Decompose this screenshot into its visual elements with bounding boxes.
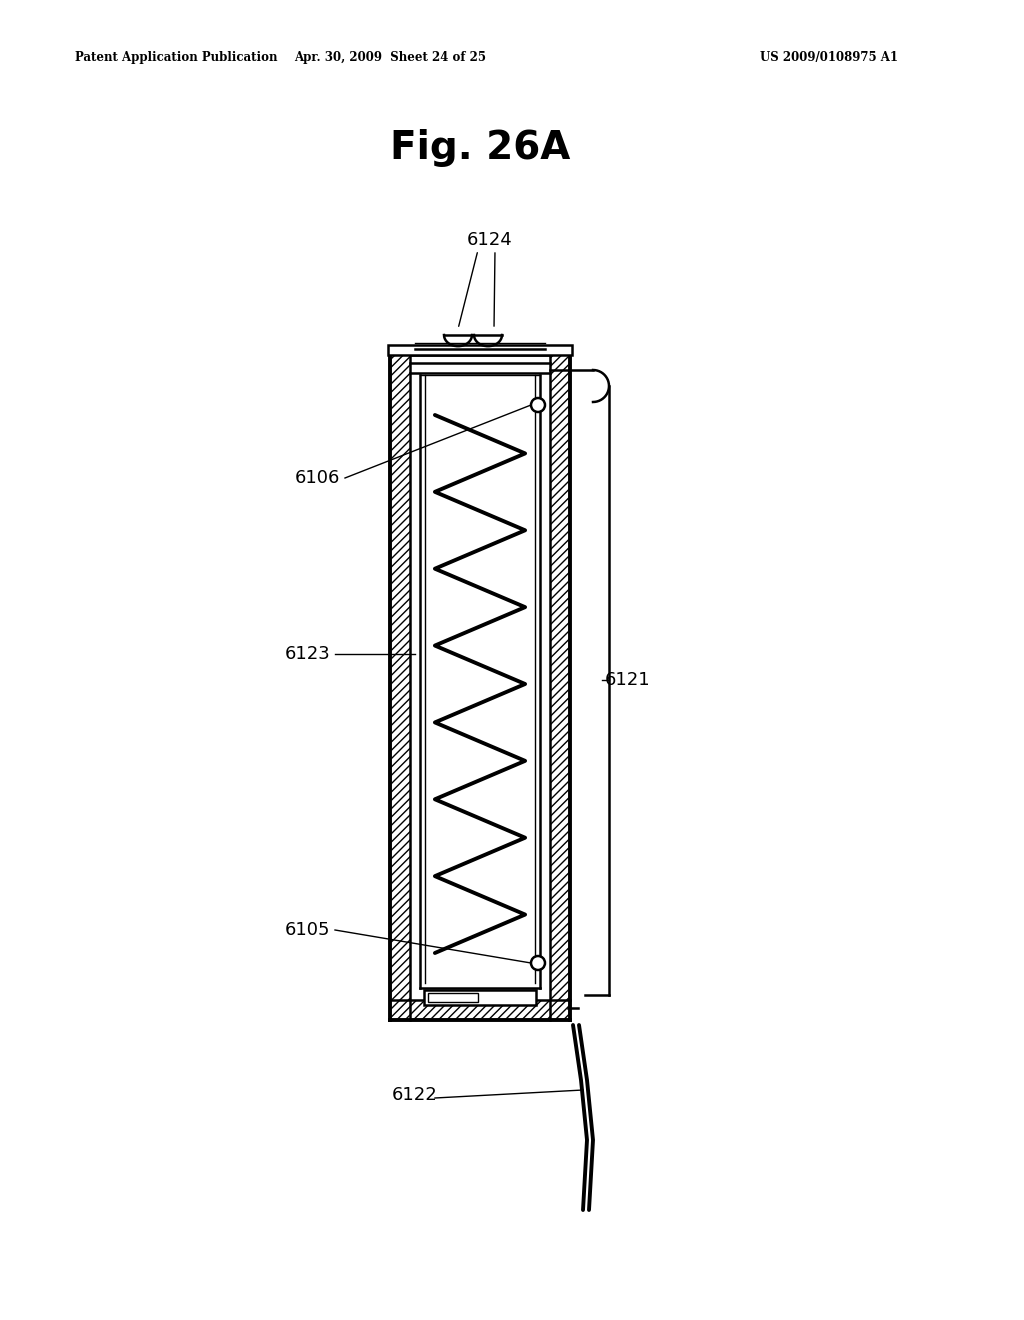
Bar [390, 1001, 570, 1020]
Text: Fig. 26A: Fig. 26A [390, 129, 570, 168]
Text: Patent Application Publication: Patent Application Publication [75, 51, 278, 65]
Bar [388, 345, 572, 355]
Text: 6105: 6105 [285, 921, 330, 939]
Circle shape [531, 956, 545, 970]
Text: 6124: 6124 [467, 231, 513, 249]
Bar [428, 993, 478, 1002]
Text: 6121: 6121 [605, 671, 650, 689]
Text: 6122: 6122 [392, 1086, 438, 1104]
Text: Apr. 30, 2009  Sheet 24 of 25: Apr. 30, 2009 Sheet 24 of 25 [294, 51, 486, 65]
Bar [424, 990, 536, 1005]
Bar [390, 355, 410, 1020]
Bar [550, 355, 570, 1020]
Text: 6106: 6106 [295, 469, 340, 487]
Text: US 2009/0108975 A1: US 2009/0108975 A1 [760, 51, 898, 65]
Text: 6123: 6123 [285, 645, 330, 663]
Circle shape [531, 399, 545, 412]
